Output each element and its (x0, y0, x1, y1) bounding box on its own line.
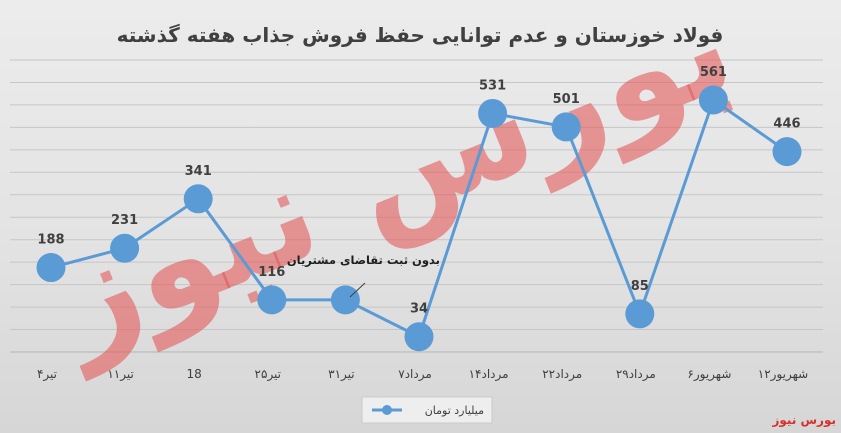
data-point-marker (110, 233, 140, 263)
x-tick-label: ۱۲شهریور (758, 367, 808, 382)
data-point-marker (478, 98, 508, 128)
data-label: 34 (410, 302, 428, 317)
data-point-marker (772, 137, 802, 167)
data-point-marker (330, 285, 360, 315)
data-label: 85 (631, 279, 649, 294)
x-axis-tick-labels: ۴تیر ۱۱تیر 18 ۲۵تیر ۳۱تیر ۷مرداد ۱۴مرداد ۲۲مردا… (37, 367, 808, 382)
x-tick-label: ۲۲مرداد (542, 367, 582, 382)
x-tick-label: ۱۴مرداد (469, 367, 509, 382)
x-tick-label: ۳۱تیر (328, 367, 354, 382)
data-label: 446 (773, 117, 800, 132)
data-point-marker (257, 285, 287, 315)
gridlines (10, 59, 823, 353)
legend-label: میلیارد تومان (425, 404, 484, 417)
x-tick-label: ۲۵تیر (255, 367, 281, 382)
data-labels: 188 231 341 116 34 531 501 85 561 446 (37, 65, 800, 317)
data-label: 531 (479, 78, 506, 93)
data-point-marker (404, 322, 434, 352)
data-label: 231 (111, 213, 138, 228)
brand-logo-text: بورس نیوز (771, 413, 836, 428)
data-point-marker (183, 184, 213, 214)
data-point-marker (36, 253, 66, 283)
x-tick-label: ۶شهریور (687, 367, 731, 382)
x-tick-label: ۷مرداد (398, 367, 432, 382)
data-label: 501 (553, 92, 580, 107)
legend-swatch-marker (382, 405, 392, 415)
data-point-marker (551, 112, 581, 142)
data-point-marker (698, 85, 728, 115)
data-label: 188 (37, 233, 64, 248)
data-label: 116 (258, 265, 285, 280)
series-layer (36, 85, 802, 352)
data-label: 341 (185, 164, 212, 179)
data-point-marker (625, 299, 655, 329)
x-tick-label: ۲۹مرداد (616, 367, 656, 382)
x-tick-label: 18 (187, 367, 202, 381)
legend: میلیارد تومان (361, 396, 493, 424)
annotation-text: بدون ثبت تقاضای مشتریان (287, 253, 440, 268)
x-tick-label: ۱۱تیر (107, 367, 133, 382)
data-label: 561 (700, 65, 727, 80)
x-tick-label: ۴تیر (37, 367, 57, 382)
chart-title: فولاد خوزستان و عدم توانایی حفظ فروش جذا… (117, 23, 724, 47)
annotation-leader-line (349, 282, 366, 298)
